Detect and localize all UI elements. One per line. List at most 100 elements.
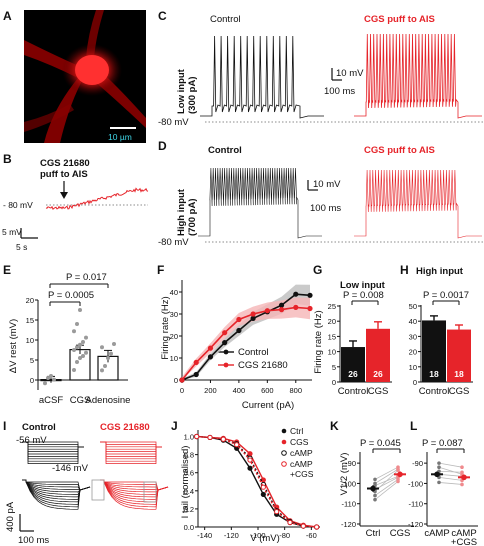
chart-title: High input: [416, 266, 464, 277]
x-tick-label: CGS: [70, 395, 91, 406]
y-tick-label: 40: [170, 288, 178, 297]
data-point: [293, 291, 299, 297]
x-axis-label: V (mV): [250, 533, 280, 544]
x-tick-label: CGS: [368, 386, 389, 397]
y-tick-label: 20: [328, 317, 336, 326]
data-point: [207, 345, 214, 351]
trace-cgs-low: [354, 33, 482, 119]
data-point: [46, 376, 50, 380]
pair-line: [438, 470, 463, 473]
data-point: [52, 377, 56, 382]
y-tick-label: 0: [30, 376, 34, 385]
panel-g: G Low input Firing rate (Hz) P = 0.008 0…: [313, 263, 392, 397]
panel-k: K V1/2 (mV) P = 0.045 -120 -110 -100 -90 Ctr…: [330, 419, 414, 539]
legend-camp-cgs-label: cAMP: [290, 459, 313, 469]
chart-title: Low input: [340, 280, 386, 291]
data-point: [222, 340, 228, 346]
pair-line: [438, 482, 463, 485]
pair-line: [374, 479, 399, 496]
v-top-label: -56 mV: [16, 435, 47, 446]
y-tick-label: 0.6: [184, 469, 194, 478]
baseline-label: -80 mV: [158, 237, 189, 248]
n-label: 18: [454, 369, 464, 379]
data-point: [247, 457, 253, 463]
data-point: [234, 442, 240, 448]
puff-label-line2: puff to AIS: [40, 169, 88, 180]
series-line: [181, 293, 311, 381]
panel-j-letter: J: [171, 419, 178, 433]
x-tick-label: -60: [306, 531, 317, 540]
panel-a: A 10 µm: [3, 9, 146, 143]
data-point: [194, 433, 200, 440]
data-point: [84, 335, 88, 340]
panel-h: H High input P = 0.0017 0 10 20 30 40 50 18 Con…: [400, 263, 473, 397]
data-point: [81, 354, 85, 358]
data-point: [314, 524, 320, 530]
mean-point: [434, 471, 440, 478]
pair-line: [438, 476, 463, 481]
scale-v-label: 5 mV: [2, 227, 22, 237]
current-trace: [100, 479, 169, 491]
pair-line: [374, 476, 399, 490]
trace-control-low: [200, 35, 324, 119]
data-point: [247, 465, 253, 471]
p-value: P = 0.087: [422, 438, 463, 449]
pair-line: [374, 468, 399, 484]
data-point: [81, 340, 85, 344]
input-label-line2: (300 pA): [187, 77, 198, 114]
y-tick-label: 30: [409, 332, 417, 341]
y-axis-label: I tail (normalised): [180, 446, 191, 519]
data-point: [222, 330, 228, 336]
current-trace: [22, 479, 91, 503]
current-trace: [22, 479, 91, 500]
protocol-step: [100, 441, 162, 448]
current-trace: [22, 479, 91, 495]
panel-a-letter: A: [3, 9, 12, 23]
p-value-2: P = 0.0005: [48, 290, 94, 301]
y-tick-label: 20: [26, 296, 34, 305]
y-axis-label: Firing rate (Hz): [313, 310, 324, 373]
data-point: [220, 436, 226, 442]
panel-g-letter: G: [313, 263, 322, 277]
x-tick-label: -100: [250, 531, 265, 540]
scale-bar-label: 10 µm: [108, 132, 132, 142]
data-point: [278, 307, 285, 313]
data-point: [260, 484, 266, 490]
data-point: [373, 497, 377, 502]
y-axis-label: V1/2 (mV): [339, 453, 350, 496]
mean-point: [461, 474, 467, 481]
data-point: [307, 305, 313, 312]
y-tick-label: 0.0: [184, 523, 194, 532]
data-point: [437, 480, 441, 485]
scale-t-label: 100 ms: [324, 86, 355, 97]
y-tick-label: 5: [30, 356, 34, 365]
x-tick-label: -80: [279, 531, 290, 540]
panel-l-letter: L: [410, 419, 417, 433]
data-point: [49, 374, 53, 378]
current-trace: [22, 479, 91, 491]
x-tick-label: Control: [419, 386, 450, 397]
trace-b: [45, 187, 149, 211]
panel-i-letter: I: [3, 419, 6, 433]
panel-h-letter: H: [400, 263, 409, 277]
y-tick-label: 15: [328, 332, 336, 341]
y-tick-label: 10: [409, 363, 417, 372]
y-tick-label: 0.4: [184, 487, 194, 496]
series-line: [196, 435, 317, 528]
data-point: [207, 434, 213, 441]
n-label: 18: [429, 369, 439, 379]
bar: [447, 329, 471, 382]
legend: Ctrl CGS cAMP cAMP +CGS: [281, 426, 314, 479]
data-point: [396, 465, 400, 470]
x-tick-label: CGS: [449, 386, 470, 397]
data-point: [109, 351, 113, 356]
legend-control-label: Control: [238, 347, 269, 358]
data-point: [78, 342, 82, 347]
scale-i-label: 400 pA: [5, 501, 16, 532]
bar: [422, 320, 446, 382]
y-tick-label: 1.0: [184, 433, 194, 442]
panel-k-letter: K: [330, 419, 339, 433]
pair-line: [374, 481, 399, 500]
panel-c-letter: C: [158, 9, 167, 23]
protocol-step: [22, 441, 84, 464]
